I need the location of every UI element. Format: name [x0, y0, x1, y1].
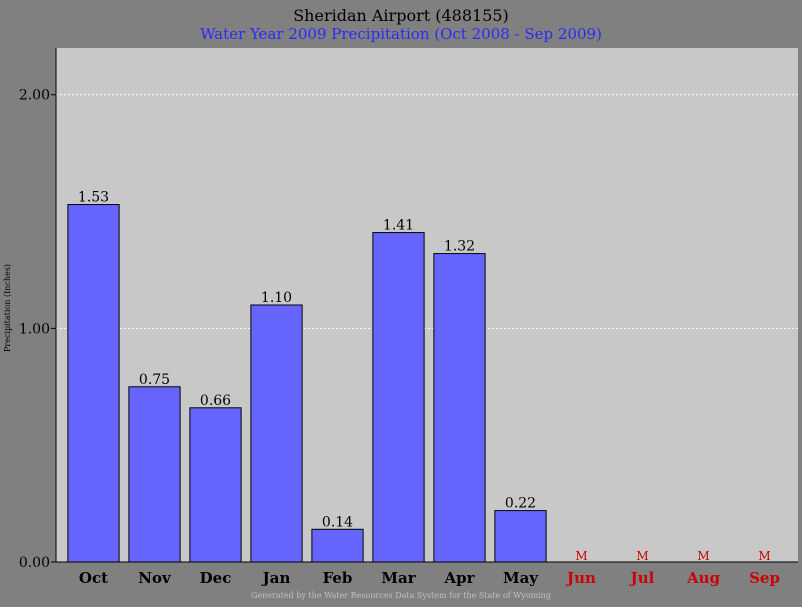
- x-tick-label: Jan: [261, 569, 291, 587]
- bar-oct: [67, 204, 120, 563]
- x-tick-label: Aug: [686, 569, 721, 587]
- x-tick-label: May: [503, 569, 539, 587]
- x-tick-label: Feb: [323, 569, 353, 587]
- x-tick-label: Sep: [749, 569, 780, 587]
- bar-apr: [433, 253, 486, 563]
- x-tick-labels: Oct Nov Dec Jan Feb Mar Apr May Jun Jul Aug Sep: [79, 569, 780, 587]
- value-label: 0.22: [505, 496, 536, 512]
- footer-credit: Generated by the Water Resources Data Sy…: [251, 591, 551, 600]
- value-label: 0.75: [139, 372, 170, 388]
- y-axis-label: Precipitation (Inches): [3, 264, 12, 352]
- bar-feb: [311, 528, 364, 563]
- missing-label: M: [636, 549, 648, 563]
- value-label: 1.53: [78, 190, 109, 206]
- missing-label: M: [697, 549, 709, 563]
- x-tick-label: Jul: [629, 569, 655, 587]
- y-tick-labels: 0.00 1.00 2.00: [19, 88, 56, 571]
- y-tick-label: 2.00: [19, 88, 50, 104]
- bar-mar: [372, 232, 425, 563]
- bar-may: [494, 510, 547, 563]
- bars: [67, 204, 547, 563]
- value-label: 1.41: [383, 218, 414, 234]
- x-tick-label: Oct: [79, 569, 108, 587]
- value-label: 0.66: [200, 393, 231, 409]
- x-tick-label: Apr: [443, 569, 475, 587]
- x-tick-label: Mar: [381, 569, 416, 587]
- value-label: 0.14: [322, 514, 353, 530]
- bar-nov: [128, 386, 181, 563]
- missing-label: M: [575, 549, 587, 563]
- value-labels: 1.53 0.75 0.66 1.10 0.14 1.41 1.32 0.22 M M M M: [78, 190, 771, 563]
- chart-title: Sheridan Airport (488155): [293, 6, 509, 25]
- y-tick-label: 1.00: [19, 321, 50, 337]
- x-tick-label: Nov: [138, 569, 172, 587]
- missing-label: M: [758, 549, 770, 563]
- value-label: 1.10: [261, 290, 292, 306]
- y-tick-label: 0.00: [19, 555, 50, 571]
- x-tick-label: Jun: [565, 569, 596, 587]
- chart-subtitle: Water Year 2009 Precipitation (Oct 2008 …: [200, 25, 602, 43]
- bar-dec: [189, 407, 242, 563]
- value-label: 1.32: [444, 239, 475, 255]
- x-tick-label: Dec: [200, 569, 232, 587]
- bar-jan: [250, 304, 303, 563]
